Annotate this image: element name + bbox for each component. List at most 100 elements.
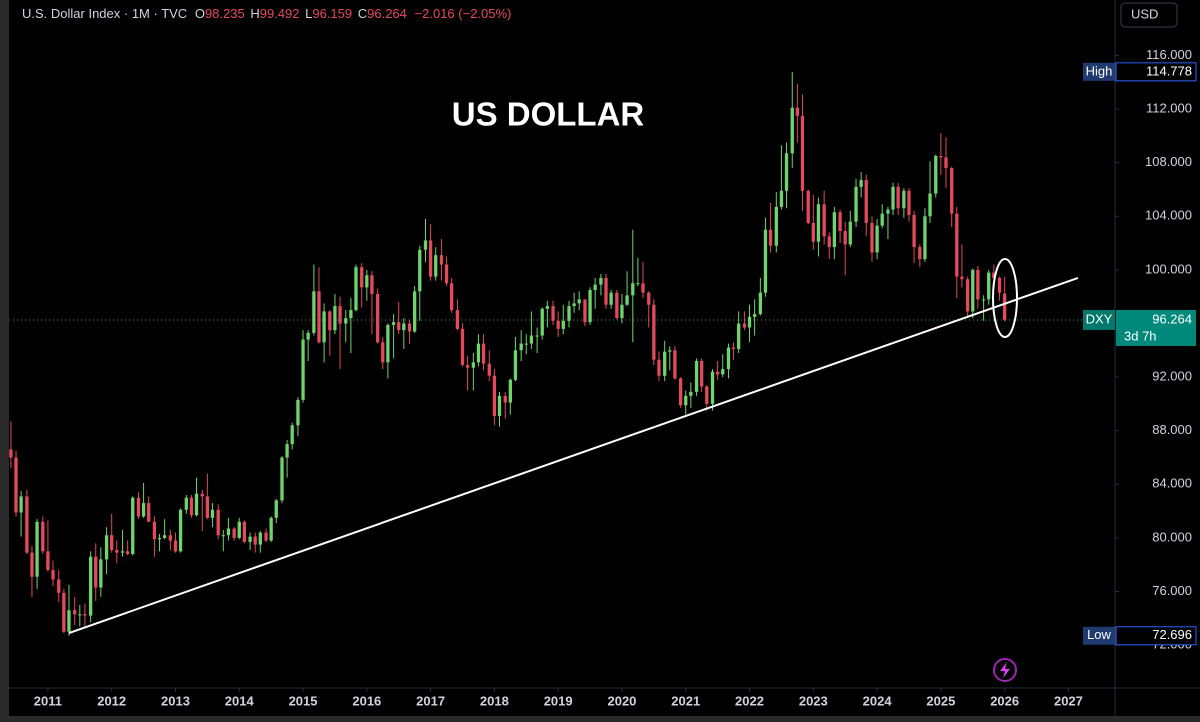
candle-body [322,311,326,343]
candle-body [62,592,66,632]
candle-body [317,291,321,343]
candle-body [604,277,608,305]
y-tick-label: 76.000 [1152,583,1192,598]
candle-body [104,535,109,560]
candle-body [636,283,640,285]
y-tick-label: 108.000 [1145,154,1192,169]
x-tick-label: 2015 [289,693,318,708]
currency-button[interactable]: USD [1120,2,1178,28]
candle-body [561,320,565,329]
candle-body [41,521,45,552]
candle-body [413,291,417,332]
y-tick-label: 92.000 [1152,369,1192,384]
candle-body [939,155,943,158]
candle-body [497,395,502,416]
candle-body [25,496,29,553]
candle-body [859,180,863,187]
candle-body [955,213,959,277]
candle-body [620,304,624,319]
alert-icon-ring[interactable] [993,658,1017,682]
candle-body [78,614,82,616]
candle-body [141,503,146,517]
candle-body [349,310,353,319]
price-label-value: 114.778 [1146,63,1192,78]
candle-body [950,168,954,214]
price-label-box [1115,626,1197,646]
candle-body [647,292,651,305]
trend-line [68,276,1079,634]
last-price-box [1116,309,1196,346]
candle-body [9,449,13,458]
candle-body [73,610,77,615]
candle-body [391,322,396,325]
candle-body [503,395,507,403]
candle-body [376,294,380,343]
candle-body [832,212,837,248]
y-tick-label: 116.000 [1146,47,1192,62]
candle-body [120,551,125,553]
symbol: U.S. Dollar Index · 1M · TVC [22,6,187,21]
candle-body [312,291,316,333]
candle-body [290,425,294,445]
y-tick-label: 100.000 [1145,261,1192,276]
candle-body [934,155,938,194]
candle-body [912,214,916,248]
candle-body [189,497,194,516]
candle-body [248,536,252,542]
x-tick-label: 2026 [990,693,1019,708]
candle-body [418,249,422,292]
candle-body [678,378,683,406]
candle-body [370,275,374,295]
candle-body [721,369,725,375]
currency-label[interactable]: USD [1131,6,1158,21]
candle-body [162,535,167,538]
candle-body [715,371,720,375]
x-tick-label: 2013 [161,693,190,708]
candle-body [641,283,645,293]
candle-body [615,292,619,319]
candle-body [274,500,278,518]
candle-body [519,343,523,351]
candle-body [136,497,141,517]
candle-body [689,391,693,396]
candle-body [157,537,162,540]
candle-body [768,229,773,246]
candle-body [992,272,996,278]
candle-body [360,267,364,288]
candle-body [625,295,629,305]
candle-body [301,339,305,400]
candle-body [763,229,768,293]
alert-icon-bolt[interactable] [1000,662,1010,678]
candle-body [476,343,481,363]
candle-body [450,283,454,311]
candle-body [264,532,268,541]
candle-body [110,535,114,550]
candle-body [567,306,571,321]
candle-body [918,247,922,260]
candle-body [997,277,1002,293]
candle-body [896,186,900,209]
price-label-tag [1083,62,1115,81]
candle-body [94,556,98,588]
candle-body [976,269,980,300]
candle-body [577,299,581,304]
price-label-name: High [1086,63,1113,78]
candle-body [944,157,948,169]
candle-body [774,206,778,246]
candle-body [731,347,736,349]
frame-left [0,0,9,722]
currency-button-box[interactable] [1120,2,1178,28]
candle-body [471,362,475,368]
candle-body [875,225,879,253]
alert-icon[interactable] [993,658,1017,682]
candle-body [864,180,868,223]
candle-body [663,351,667,376]
candle-body [344,318,348,324]
candle-body [184,497,188,510]
y-tick-label: 84.000 [1152,476,1192,491]
candle-body [966,279,970,312]
candle-body [178,509,183,552]
candle-body [524,343,528,345]
y-tick-label: 88.000 [1152,422,1192,437]
